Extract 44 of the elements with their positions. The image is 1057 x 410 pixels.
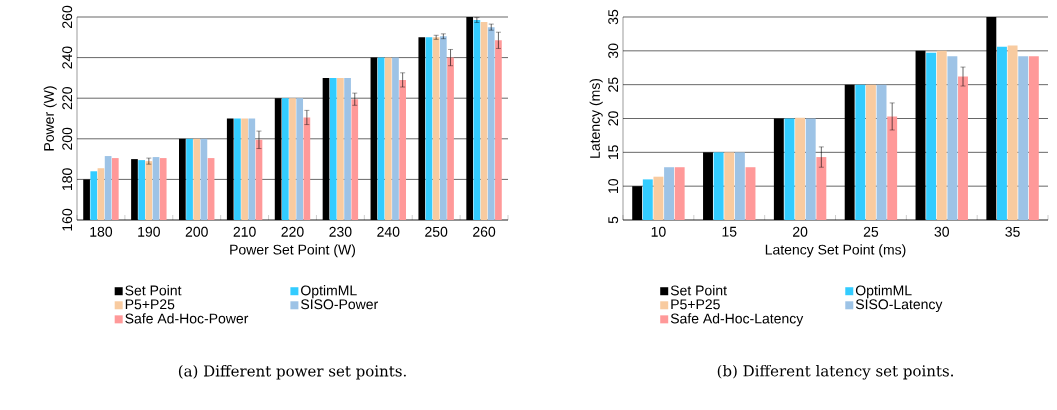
y-tick-label: 260 — [62, 5, 73, 28]
legend-label: Set Point — [670, 285, 727, 296]
x-tick-label: 20 — [793, 226, 808, 237]
x-tick-label: 230 — [329, 226, 352, 237]
x-tick-label: 240 — [377, 226, 400, 237]
y-tick-label: 160 — [62, 208, 73, 231]
x-axis-title: Power Set Point (W) — [230, 244, 356, 258]
y-tick-label: 10 — [608, 178, 619, 193]
y-tick-label: 5 — [608, 216, 619, 224]
legend-label: SISO-Latency — [855, 299, 943, 313]
x-tick-label: 260 — [473, 226, 496, 237]
text: (b) Different latency set points. — [717, 364, 954, 380]
legend-label: OptimML — [301, 285, 357, 299]
legend-label: Safe Ad-Hoc-Power — [125, 313, 249, 324]
y-tick-label: 20 — [608, 111, 619, 126]
x-tick-label: 200 — [185, 226, 208, 237]
text: (a) Different power set points. — [178, 365, 406, 380]
legend-label: OptimML — [855, 285, 912, 299]
y-tick-label: 35 — [608, 9, 619, 25]
y-axis-title: Latency (ms) — [589, 78, 603, 158]
legend-label: Set Point — [125, 285, 182, 296]
y-tick-label: 30 — [608, 43, 619, 59]
legend-label: P5+P25 — [125, 299, 175, 310]
x-tick-label: 210 — [233, 226, 256, 237]
x-tick-label: 25 — [863, 226, 879, 237]
legend-label: P5+P25 — [671, 299, 720, 310]
y-tick-label: 180 — [62, 168, 73, 191]
y-tick-label: 25 — [608, 77, 619, 92]
x-tick-label: 220 — [281, 226, 304, 237]
x-tick-label: 35 — [1005, 226, 1020, 237]
y-tick-label: 220 — [62, 87, 73, 110]
y-tick-label: 240 — [62, 46, 73, 69]
legend-label: SISO-Power — [301, 299, 378, 310]
x-tick-label: 190 — [138, 226, 160, 237]
x-tick-label: 250 — [425, 226, 448, 237]
y-axis-title: Power (W) — [43, 86, 57, 151]
x-axis-title: Latency Set Point (ms) — [765, 244, 906, 258]
x-tick-label: 180 — [90, 226, 113, 237]
x-tick-label: 10 — [651, 226, 666, 237]
x-tick-label: 15 — [722, 226, 737, 237]
y-tick-label: 200 — [62, 127, 73, 150]
legend-label: Safe Ad-Hoc-Latency — [670, 313, 804, 327]
y-tick-label: 15 — [608, 145, 619, 160]
x-tick-label: 30 — [934, 226, 949, 237]
